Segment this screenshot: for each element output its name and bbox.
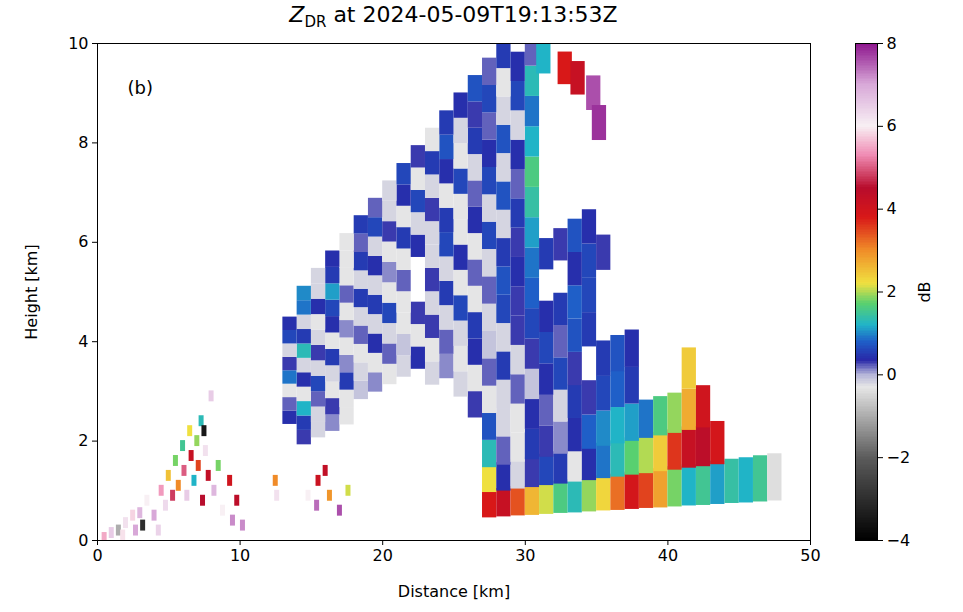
svg-text:10: 10 <box>68 34 88 53</box>
svg-text:0: 0 <box>78 531 88 550</box>
svg-text:40: 40 <box>658 546 678 565</box>
svg-text:4: 4 <box>78 332 88 351</box>
svg-text:−4: −4 <box>887 531 911 550</box>
svg-text:6: 6 <box>78 232 88 251</box>
svg-text:−2: −2 <box>887 448 911 467</box>
svg-text:dB: dB <box>915 281 934 302</box>
svg-text:20: 20 <box>373 546 393 565</box>
svg-text:6: 6 <box>887 116 897 135</box>
svg-text:8: 8 <box>78 133 88 152</box>
svg-text:0: 0 <box>92 546 102 565</box>
svg-text:50: 50 <box>800 546 820 565</box>
svg-text:8: 8 <box>887 34 897 53</box>
html-text:ZDRat 2024-05-09T19:13:53Z: ZDRat 2024-05-09T19:13:53Z <box>289 2 618 32</box>
svg-text:Height [km]: Height [km] <box>22 244 41 339</box>
svg-text:(b): (b) <box>128 77 153 98</box>
svg-text:10: 10 <box>230 546 250 565</box>
svg-text:30: 30 <box>515 546 535 565</box>
svg-text:2: 2 <box>887 282 897 301</box>
svg-text:Distance [km]: Distance [km] <box>398 582 510 601</box>
svg-text:2: 2 <box>78 431 88 450</box>
svg-text:0: 0 <box>887 365 897 384</box>
svg-text:4: 4 <box>887 199 897 218</box>
